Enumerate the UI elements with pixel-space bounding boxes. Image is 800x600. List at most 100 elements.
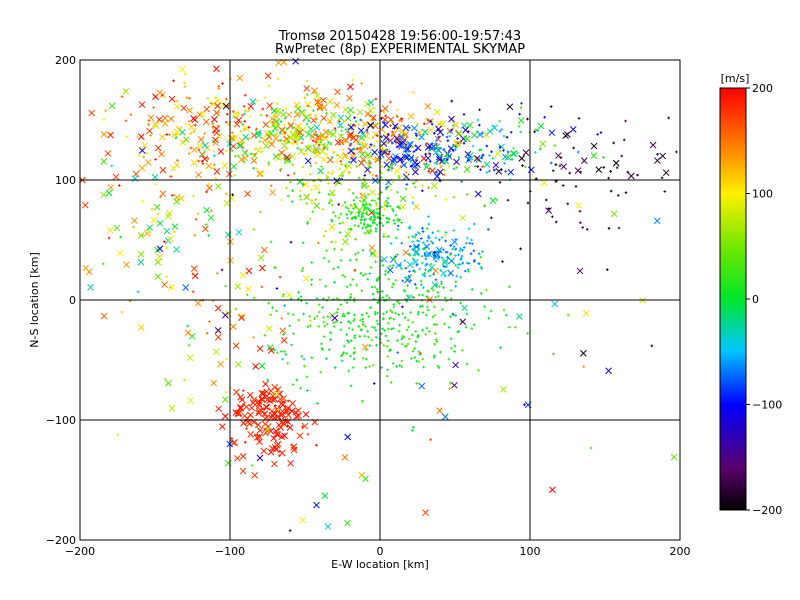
x-marker-point-10-1964 [274, 386, 282, 393]
plus-marker-point-13-2139 [385, 149, 389, 153]
plus-marker-point-9-1582 [309, 324, 312, 328]
plus-marker-point-11-1988 [191, 290, 195, 294]
plus-marker-point-0-150 [216, 124, 220, 128]
plus-marker-point-0-48 [241, 113, 244, 117]
plus-marker-point-7-1210 [363, 180, 367, 184]
plus-marker-point-5-890 [544, 198, 548, 202]
plus-marker-point-9-1721 [456, 330, 459, 334]
plus-marker-point-9-1498 [373, 285, 377, 289]
plus-marker-point-9-1423 [442, 261, 445, 265]
grid-lines [80, 60, 680, 540]
plus-marker-point-7-1221 [308, 172, 312, 176]
plus-marker-point-9-1748 [402, 335, 406, 339]
x-marker-point-0-197 [138, 101, 146, 109]
plus-marker-point-9-1465 [442, 286, 445, 289]
colorbar-tick-label--200: −200 [752, 504, 782, 517]
plus-marker-point-4-831 [404, 151, 408, 155]
plus-marker-point-4-837 [577, 150, 580, 154]
plus-marker-point-4-783 [424, 152, 427, 156]
plus-marker-point-11-1992 [163, 240, 166, 243]
x-marker-point-2-606 [427, 126, 435, 134]
plus-marker-point-9-1811 [370, 338, 374, 342]
x-marker-point-13-2162 [473, 155, 481, 162]
scatter-points [79, 57, 678, 532]
plus-marker-point-9-1627 [322, 256, 326, 260]
x-marker-point-10-1863 [247, 431, 255, 438]
plus-marker-point-3-702 [435, 170, 438, 174]
plus-marker-point-8-1363 [449, 244, 452, 247]
x-marker-point-13-2193 [138, 147, 146, 154]
x-marker-point-13-2146 [361, 343, 369, 351]
x-marker-point-11-2053 [137, 232, 145, 239]
plus-marker-point-8-1290 [434, 236, 438, 240]
plus-marker-point-7-1133 [330, 172, 334, 176]
plus-marker-point-9-1667 [409, 311, 412, 314]
x-marker-point-2-533 [402, 131, 409, 139]
x-marker-point-4-850 [435, 156, 443, 163]
x-marker-point-13-2147 [285, 291, 293, 299]
plus-marker-point-1-290 [330, 155, 334, 159]
x-marker-point-3-718 [400, 138, 407, 146]
plus-marker-point-7-1120 [344, 164, 347, 167]
plus-marker-point-7-1111 [381, 148, 385, 151]
plus-marker-point-10-1940 [306, 432, 310, 436]
plus-marker-point-9-1645 [359, 328, 363, 332]
plus-marker-point-2-438 [356, 134, 359, 138]
x-marker-point-7-1152 [430, 182, 438, 190]
x-marker-point-4-760 [471, 131, 478, 139]
plus-marker-point-4-878 [602, 156, 605, 159]
plus-marker-point-1-352 [307, 144, 310, 148]
x-marker-point-2-613 [319, 131, 326, 139]
plus-marker-point-13-2152 [278, 275, 282, 279]
x-marker-point-1-412 [358, 134, 365, 142]
plus-marker-point-0-45 [276, 77, 280, 81]
plus-marker-point-0-63 [207, 182, 210, 186]
plus-marker-point-9-1612 [363, 334, 367, 338]
plus-marker-point-7-1211 [368, 202, 371, 206]
plus-marker-point-9-1724 [317, 310, 321, 314]
plus-marker-point-8-1384 [452, 229, 456, 232]
plus-marker-point-9-1675 [447, 357, 451, 361]
plus-marker-point-0-124 [187, 119, 191, 123]
plus-marker-point-9-1760 [297, 291, 300, 294]
plus-marker-point-9-1631 [345, 352, 349, 355]
x-marker-point-13-2202 [227, 257, 235, 264]
plus-marker-point-8-1244 [424, 257, 428, 261]
x-marker-point-3-640 [380, 140, 388, 147]
x-marker-point-10-1977 [283, 406, 291, 414]
x-marker-point-0-125 [88, 109, 95, 117]
x-marker-point-3-651 [410, 124, 418, 132]
x-marker-point-4-827 [460, 122, 468, 129]
plus-marker-point-7-1130 [360, 160, 363, 164]
plus-marker-point-6-1086 [375, 223, 379, 227]
x-marker-point-0-167 [141, 142, 149, 149]
plus-marker-point-13-2212 [484, 288, 488, 292]
plus-marker-point-7-1207 [286, 194, 290, 198]
x-marker-point-2-541 [439, 120, 447, 128]
x-marker-point-0-178 [196, 142, 203, 150]
x-marker-point-10-1893 [286, 424, 294, 431]
plus-marker-point-5-944 [478, 108, 481, 112]
plus-marker-point-9-1799 [449, 315, 452, 318]
plus-marker-point-7-1226 [299, 198, 303, 201]
plus-marker-point-1-305 [334, 160, 338, 164]
x-marker-point-13-2175 [296, 129, 304, 136]
plus-marker-point-2-531 [310, 147, 314, 151]
plus-marker-point-11-2029 [159, 195, 162, 198]
plus-marker-point-9-1739 [432, 323, 436, 326]
x-marker-point-11-2027 [214, 183, 222, 190]
x-marker-point-13-2241 [256, 454, 264, 462]
x-marker-point-10-1886 [234, 454, 241, 462]
plus-marker-point-4-840 [479, 148, 483, 151]
x-marker-point-1-413 [289, 152, 296, 160]
plus-marker-point-6-1018 [361, 211, 365, 215]
plus-marker-point-9-1637 [472, 323, 476, 327]
plus-marker-point-9-1783 [385, 345, 389, 348]
plus-marker-point-6-1078 [386, 235, 390, 238]
plus-marker-point-8-1385 [467, 227, 471, 231]
plus-marker-point-5-920 [519, 247, 522, 251]
x-marker-point-0-34 [202, 118, 210, 126]
plus-marker-point-7-1236 [298, 189, 302, 193]
plus-marker-point-10-1859 [315, 443, 318, 447]
x-marker-point-2-540 [434, 135, 442, 143]
